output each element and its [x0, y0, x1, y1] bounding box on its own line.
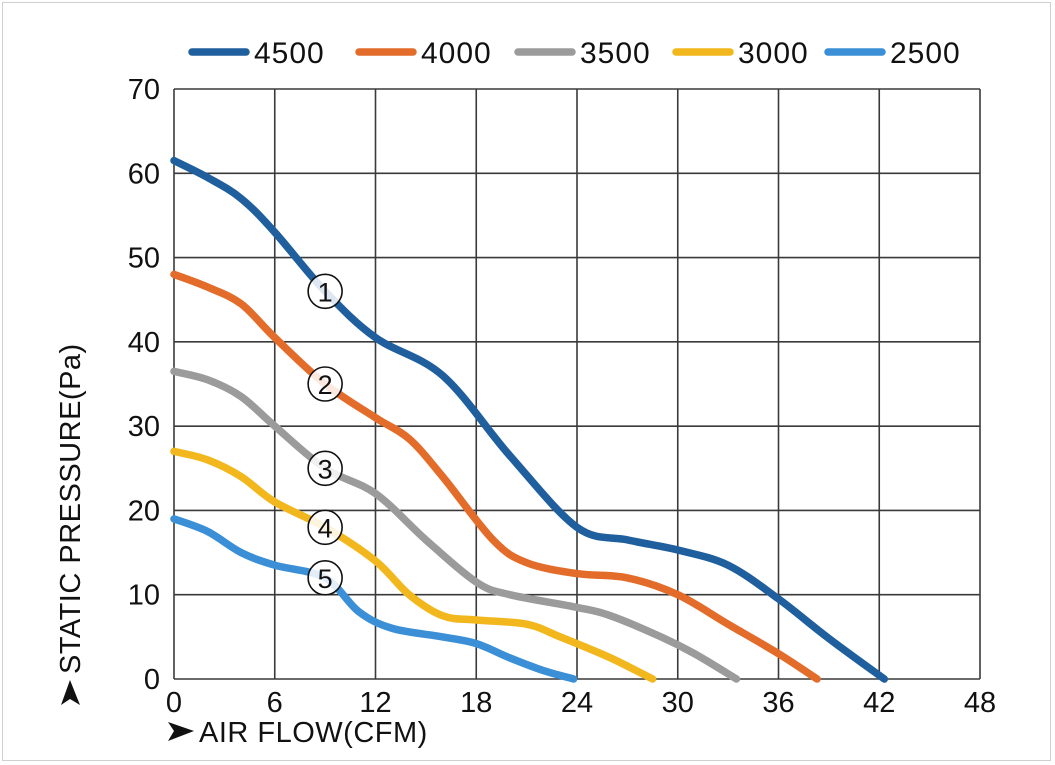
curve-marker: 4	[307, 509, 343, 546]
legend-item-4500: 4500	[188, 37, 325, 70]
y-tick-label: 20	[128, 495, 160, 527]
y-tick-label: 30	[128, 411, 160, 443]
y-tick-label: 60	[128, 158, 160, 190]
curve-marker-label: 3	[318, 454, 333, 484]
curve-marker-circle	[307, 273, 343, 310]
x-axis-title: AIR FLOW(CFM)	[168, 717, 428, 749]
y-tick-label: 0	[144, 664, 160, 696]
legend-label: 4500	[254, 37, 325, 70]
curve-marker-label: 4	[318, 513, 333, 543]
legend-item-3500: 3500	[514, 37, 651, 70]
series-line-4000	[170, 270, 821, 683]
legend-label: 4000	[421, 37, 492, 70]
curve-marker-label: 2	[318, 370, 333, 400]
x-tick-label: 36	[762, 687, 794, 719]
x-axis-label: AIR FLOW(CFM)	[199, 717, 428, 749]
y-tick-label: 70	[128, 74, 160, 106]
series-line-3500	[170, 367, 741, 683]
curve-marker: 1	[307, 273, 343, 310]
y-axis-title: STATIC PRESSURE(Pa)	[55, 343, 87, 705]
curve-marker-circle	[307, 450, 343, 487]
legend: 4500 4000 3500 3000 2500	[188, 37, 961, 70]
x-tick-label: 30	[662, 687, 694, 719]
x-tick-label: 24	[561, 687, 593, 719]
curve-marker-label: 1	[318, 277, 333, 307]
y-tick-label: 50	[128, 243, 160, 275]
x-tick-label: 12	[359, 687, 391, 719]
legend-item-2500: 2500	[824, 37, 961, 70]
y-axis-arrow-icon	[61, 680, 80, 705]
x-axis-arrow-icon	[168, 722, 194, 741]
legend-label: 3500	[580, 37, 651, 70]
legend-item-3000: 3000	[672, 37, 809, 70]
legend-label: 2500	[890, 37, 961, 70]
x-tick-label: 0	[166, 687, 182, 719]
curve-marker: 5	[307, 560, 343, 596]
series-line-4500	[170, 156, 889, 683]
curve-marker: 2	[307, 366, 343, 402]
curve-marker-label: 5	[318, 564, 333, 594]
grid	[173, 88, 981, 680]
curve-markers: 1 2 3 4 5	[307, 273, 343, 596]
series-line-2500	[170, 515, 578, 683]
curve-marker-circle	[307, 509, 343, 546]
legend-item-4000: 4000	[355, 37, 492, 70]
y-axis-label: STATIC PRESSURE(Pa)	[55, 343, 87, 674]
x-tick-label: 18	[460, 687, 492, 719]
x-tick-label: 6	[267, 687, 283, 719]
legend-label: 3000	[738, 37, 809, 70]
y-tick-label: 40	[128, 327, 160, 359]
curve-marker-circle	[307, 366, 343, 402]
curve-marker-circle	[307, 560, 343, 596]
series-line-3000	[170, 447, 657, 683]
x-tick-label: 42	[863, 687, 895, 719]
x-tick-label: 48	[964, 687, 996, 719]
y-tick-label: 10	[128, 580, 160, 612]
curve-marker: 3	[307, 450, 343, 487]
curves	[170, 156, 889, 683]
